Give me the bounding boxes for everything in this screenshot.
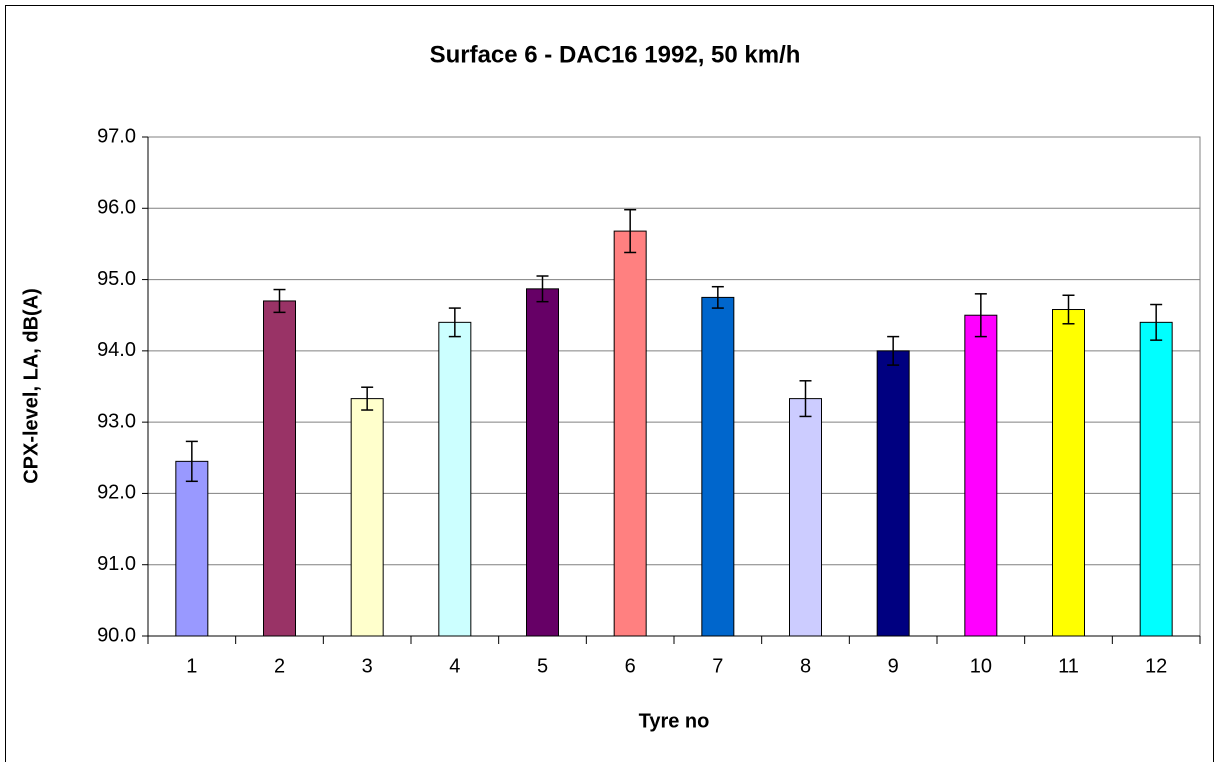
x-tick-label: 4	[449, 655, 460, 677]
bar	[175, 460, 209, 637]
y-axis-label: CPX-level, LA, dB(A)	[20, 288, 42, 484]
bar	[1139, 321, 1173, 637]
y-tick-label: 95.0	[97, 268, 136, 290]
error-bar	[185, 440, 198, 483]
bar	[1052, 309, 1085, 637]
chart-title: Surface 6 - DAC16 1992, 50 km/h	[430, 41, 801, 68]
error-bar	[273, 288, 286, 314]
bar	[263, 300, 296, 637]
bar	[701, 296, 735, 637]
y-tick-label: 91.0	[97, 553, 136, 575]
error-bar	[536, 275, 549, 303]
plot-area	[147, 136, 1201, 637]
error-bar	[974, 293, 987, 338]
x-tick-label: 6	[625, 655, 636, 677]
y-tick-label: 96.0	[97, 197, 136, 219]
bar	[964, 314, 998, 637]
y-tick-label: 92.0	[97, 482, 136, 504]
error-bar	[799, 380, 812, 418]
x-axis-label: Tyre no	[639, 710, 710, 732]
bar	[438, 321, 472, 637]
bar	[350, 398, 384, 637]
error-bar	[1150, 303, 1163, 341]
x-tick-label: 10	[970, 655, 992, 677]
x-tick-label: 12	[1145, 655, 1167, 677]
x-tick-label: 8	[800, 655, 811, 677]
error-bar	[448, 307, 461, 338]
error-bar	[711, 285, 724, 309]
error-bar	[624, 208, 637, 254]
x-tick-label: 2	[274, 655, 285, 677]
x-tick-label: 9	[888, 655, 899, 677]
x-tick-label: 3	[362, 655, 373, 677]
bar	[876, 350, 910, 637]
bar	[789, 398, 822, 637]
y-tick-label: 93.0	[97, 410, 136, 432]
y-tick-label: 94.0	[97, 339, 136, 361]
error-bar	[361, 386, 374, 411]
bar	[613, 230, 647, 637]
x-tick-label: 7	[712, 655, 723, 677]
bar	[526, 288, 559, 637]
y-tick-label: 90.0	[97, 624, 136, 646]
x-tick-label: 11	[1058, 655, 1079, 677]
x-tick-label: 5	[537, 655, 548, 677]
x-tick-label: 1	[186, 655, 197, 677]
error-bar	[887, 335, 900, 366]
y-tick-label: 97.0	[97, 125, 136, 147]
error-bar	[1062, 294, 1075, 325]
